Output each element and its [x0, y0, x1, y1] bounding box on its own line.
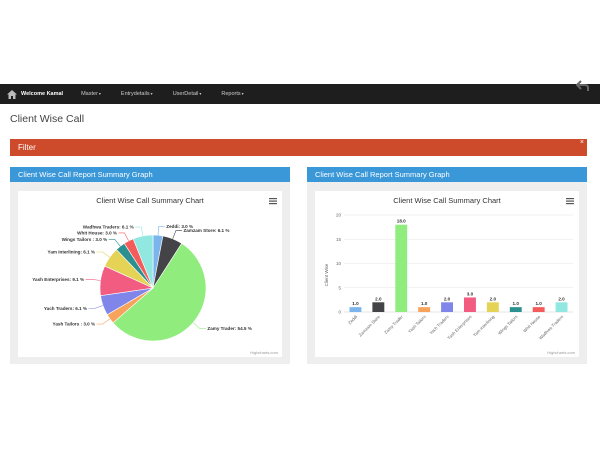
bar-value-label: 2.0: [375, 296, 382, 301]
welcome-text: Welcome Kamal: [21, 91, 64, 97]
panel-heading: Client Wise Call Report Summary Graph: [307, 167, 587, 182]
bar-value-label: 18.0: [397, 219, 406, 224]
bar[interactable]: [509, 307, 522, 312]
x-tick-label: Yam Interlining: [472, 314, 496, 338]
chevron-down-icon: ▾: [98, 91, 101, 96]
bar[interactable]: [532, 307, 545, 312]
x-tick-label: Wings Tailors: [497, 314, 519, 336]
pie-connector: [85, 279, 101, 281]
filter-bar[interactable]: Filter ×: [10, 139, 587, 156]
x-tick-label: Zeddi: [347, 314, 358, 325]
nav-item-entrydetails[interactable]: Entrydetails▾: [121, 91, 153, 97]
bar-value-label: 1.0: [513, 301, 520, 306]
pie-data-label: Whit House: 3.0 %: [77, 231, 117, 236]
x-tick-label: Yash Enterprises: [446, 314, 472, 340]
chevron-down-icon: ▾: [150, 91, 153, 96]
pie-chart: Client Wise Call Summary Chart Zeddi: 3.…: [32, 196, 278, 355]
pie-connector: [108, 238, 121, 247]
x-tick-label: Zamzam Store: [358, 314, 382, 338]
pie-connector: [157, 225, 165, 236]
x-tick-label: Wadhwa Traders: [538, 314, 564, 340]
bar-value-label: 2.0: [490, 296, 497, 301]
bar-value-label: 2.0: [444, 296, 451, 301]
bar-value-label: 1.0: [421, 301, 428, 306]
nav-item-label: UserDetail: [172, 91, 199, 97]
nav-item-label: Entrydetails: [120, 91, 150, 97]
bar-value-label: 3.0: [467, 291, 474, 296]
panel-heading: Client Wise Call Report Summary Graph: [10, 167, 290, 182]
x-tick-label: Zamy Trader: [383, 314, 404, 335]
bar[interactable]: [555, 302, 568, 312]
nav-menu: Master▾ Entrydetails▾ UserDetail▾ Report…: [81, 91, 264, 97]
page-title: Client Wise Call: [10, 113, 85, 125]
pie-connector: [118, 232, 129, 242]
chart-credits[interactable]: Highcharts.com: [547, 350, 575, 355]
bar[interactable]: [372, 302, 385, 312]
pie-data-label: Wings Tailors : 3.0 %: [62, 237, 108, 242]
bar-chart-card: Client Wise Call Summary Chart Client Wi…: [315, 191, 579, 357]
bar-value-label: 1.0: [352, 301, 359, 306]
bar-chart: Client Wise Call Summary Chart Client Wi…: [324, 196, 576, 355]
pie-data-label: Yam Interlining: 6.1 %: [48, 250, 95, 255]
menu-icon[interactable]: [269, 198, 277, 205]
pie-data-label: Yash Tailors : 3.0 %: [53, 322, 96, 327]
pie-connector: [172, 230, 182, 239]
pie-connector: [192, 322, 206, 329]
x-tick-label: Whit House: [522, 314, 542, 334]
y-tick-label: 5: [338, 285, 341, 290]
nav-item-reports[interactable]: Reports▾: [221, 91, 243, 97]
pie-data-label: Yach Traders: 6.1 %: [44, 306, 87, 311]
bar[interactable]: [441, 302, 454, 312]
close-icon[interactable]: ×: [579, 139, 584, 146]
bar[interactable]: [464, 297, 476, 312]
bar[interactable]: [486, 302, 499, 312]
bar-value-label: 1.0: [535, 301, 542, 306]
x-tick-label: Yash Tailors: [407, 314, 427, 334]
y-axis-label: Client Wise: [324, 263, 329, 286]
pie-data-label: Wadhwa Traders: 6.1 %: [83, 225, 134, 230]
pie-connector: [96, 251, 110, 258]
bar[interactable]: [349, 307, 362, 312]
chart-title: Client Wise Call Summary Chart: [393, 196, 501, 205]
filter-label: Filter: [18, 143, 36, 152]
pie-chart-panel: Client Wise Call Report Summary Graph Cl…: [10, 167, 290, 364]
pie-data-label: Zamzam Store: 6.1 %: [184, 228, 230, 233]
pie-connector: [96, 318, 111, 325]
nav-item-userdetail[interactable]: UserDetail▾: [173, 91, 202, 97]
bar-chart-panel: Client Wise Call Report Summary Graph Cl…: [307, 167, 587, 364]
pie-data-label: Zamy Trader: 54.5 %: [207, 326, 251, 331]
chevron-down-icon: ▾: [241, 91, 244, 96]
home-icon[interactable]: [7, 89, 17, 99]
bar[interactable]: [418, 307, 431, 312]
nav-item-label: Reports: [221, 91, 241, 97]
nav-item-master[interactable]: Master▾: [81, 91, 101, 97]
pie-connector: [88, 305, 104, 309]
pie-slice[interactable]: [112, 243, 207, 342]
nav-item-label: Master: [81, 91, 98, 97]
chart-title: Client Wise Call Summary Chart: [96, 196, 204, 205]
chevron-down-icon: ▾: [199, 91, 202, 96]
bar[interactable]: [395, 224, 408, 312]
bar-value-label: 2.0: [558, 296, 565, 301]
pie-connector: [135, 226, 144, 237]
y-tick-label: 10: [336, 261, 342, 266]
back-arrow-icon[interactable]: [576, 80, 590, 92]
x-tick-label: Yach Traders: [428, 314, 449, 335]
y-tick-label: 15: [336, 237, 342, 242]
pie-data-label: Yash Enterprises: 9.1 %: [32, 277, 84, 282]
menu-icon[interactable]: [566, 198, 574, 205]
pie-chart-card: Client Wise Call Summary Chart Zeddi: 3.…: [18, 191, 282, 357]
chart-credits[interactable]: Highcharts.com: [250, 350, 278, 355]
pie-data-label: Zeddi: 3.0 %: [166, 224, 193, 229]
y-tick-label: 0: [338, 310, 341, 315]
y-tick-label: 20: [336, 213, 342, 218]
top-navbar: Welcome Kamal Master▾ Entrydetails▾ User…: [0, 84, 600, 104]
